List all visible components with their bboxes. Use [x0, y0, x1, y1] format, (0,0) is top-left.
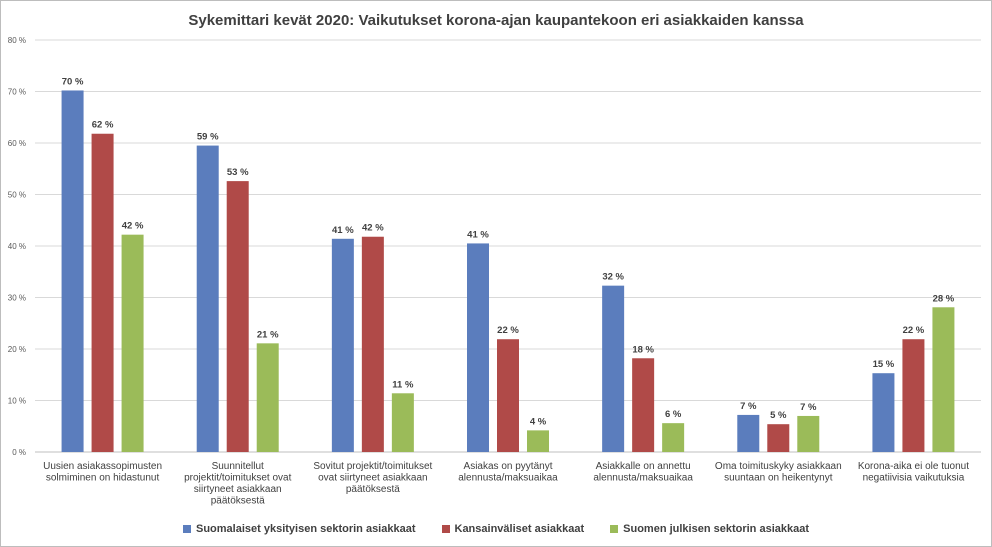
x-tick-label-line: projektit/toimitukset ovat	[184, 473, 291, 484]
x-tick-label-line: Suunnitellut	[212, 461, 264, 472]
x-tick-label-line: päätöksestä	[211, 496, 265, 507]
x-tick-label: Uusien asiakassopimusten solmiminen on hi…	[43, 461, 162, 484]
data-label: 6 %	[665, 409, 682, 420]
data-label: 41 %	[467, 229, 489, 240]
x-tick-label-line: ovat siirtyneet asiakkaan	[318, 473, 428, 484]
x-tick-label-line: alennusta/maksuaikaa	[458, 473, 558, 484]
bar	[61, 90, 84, 452]
bar	[361, 236, 384, 452]
data-label: 41 %	[332, 225, 354, 236]
x-tick-label-line: negatiivisia vaikutuksia	[863, 473, 965, 484]
bar	[902, 339, 925, 452]
x-tick-label-line: suuntaan on heikentynyt	[724, 473, 833, 484]
x-tick-label-line: solmiminen on hidastunut	[46, 473, 160, 484]
data-label: 70 %	[62, 76, 84, 87]
y-tick-label: 10 %	[8, 397, 26, 406]
bar	[121, 234, 144, 452]
bar	[91, 133, 114, 453]
legend-swatch	[182, 525, 191, 533]
bar	[932, 307, 955, 452]
legend: Suomalaiset yksityisen sektorin asiakkaa…	[1, 523, 991, 535]
y-tick-label: 70 %	[8, 88, 26, 97]
bar	[196, 145, 219, 452]
legend-item: Suomen julkisen sektorin asiakkaat	[610, 523, 809, 535]
x-tick-label: Suunnitellut projektit/toimitukset ovat si…	[184, 461, 291, 507]
legend-label: Suomen julkisen sektorin asiakkaat	[623, 523, 809, 535]
data-label: 11 %	[392, 379, 414, 390]
y-tick-label: 60 %	[8, 139, 26, 148]
y-tick-label: 0 %	[12, 448, 26, 457]
bar	[737, 414, 760, 452]
x-tick-label: Oma toimituskyky asiakkaan suuntaan on he…	[715, 461, 842, 484]
data-label: 53 %	[227, 167, 249, 178]
data-label: 15 %	[873, 359, 895, 370]
x-tick-label-line: alennusta/maksuaikaa	[593, 473, 693, 484]
data-label: 28 %	[933, 293, 955, 304]
data-label: 4 %	[530, 416, 547, 427]
y-tick-label: 20 %	[8, 345, 26, 354]
bar	[602, 285, 625, 452]
x-tick-label-line: Asiakkalle on annettu	[596, 461, 691, 472]
x-tick-label-line: päätöksestä	[346, 484, 400, 495]
data-label: 22 %	[497, 325, 519, 336]
x-tick-label-line: Uusien asiakassopimusten	[43, 461, 162, 472]
data-label: 22 %	[903, 325, 925, 336]
legend-item: Suomalaiset yksityisen sektorin asiakkaa…	[182, 523, 416, 535]
x-tick-label: Sovitut projektit/toimitukset ovat siirty…	[313, 461, 432, 495]
bar	[767, 424, 790, 452]
bar	[497, 339, 519, 452]
x-tick-label: Korona-aika ei ole tuonut negatiivisia va…	[858, 461, 969, 484]
x-tick-label-line: Asiakas on pyytänyt	[464, 461, 553, 472]
bar	[391, 393, 414, 452]
data-label: 18 %	[632, 344, 654, 355]
data-label: 7 %	[800, 402, 817, 413]
x-tick-label: Asiakas on pyytänyt alennusta/maksuaikaa	[458, 461, 558, 484]
data-label: 32 %	[602, 272, 624, 283]
bar	[256, 343, 279, 452]
data-label: 5 %	[770, 410, 787, 421]
data-label: 7 %	[740, 401, 757, 412]
x-tick-label-line: siirtyneet asiakkaan	[194, 484, 282, 495]
bar	[872, 373, 895, 452]
data-label: 62 %	[92, 120, 114, 131]
x-tick-label: Asiakkalle on annettu alennusta/maksuaika…	[593, 461, 693, 484]
chart-title: Sykemittari kevät 2020: Vaikutukset koro…	[188, 12, 804, 29]
legend-label: Kansainväliset asiakkaat	[454, 523, 585, 535]
legend-label: Suomalaiset yksityisen sektorin asiakkaa…	[195, 523, 416, 535]
data-label: 59 %	[197, 132, 219, 143]
bar	[662, 423, 685, 452]
y-tick-label: 50 %	[8, 191, 26, 200]
bar	[467, 243, 489, 452]
data-label: 21 %	[257, 329, 279, 340]
x-tick-label-line: Oma toimituskyky asiakkaan	[715, 461, 842, 472]
legend-swatch	[441, 525, 450, 533]
y-tick-label: 80 %	[8, 36, 26, 45]
bar	[797, 415, 820, 452]
data-label: 42 %	[122, 221, 144, 232]
bar	[331, 238, 354, 452]
bar	[632, 358, 655, 452]
y-tick-label: 30 %	[8, 294, 26, 303]
x-tick-label-line: Sovitut projektit/toimitukset	[313, 461, 432, 472]
legend-item: Kansainväliset asiakkaat	[441, 523, 585, 535]
legend-swatch	[610, 525, 619, 533]
data-label: 42 %	[362, 223, 384, 234]
x-tick-label-line: Korona-aika ei ole tuonut	[858, 461, 969, 472]
y-tick-label: 40 %	[8, 242, 26, 251]
bar	[527, 430, 549, 452]
bar	[226, 181, 249, 453]
